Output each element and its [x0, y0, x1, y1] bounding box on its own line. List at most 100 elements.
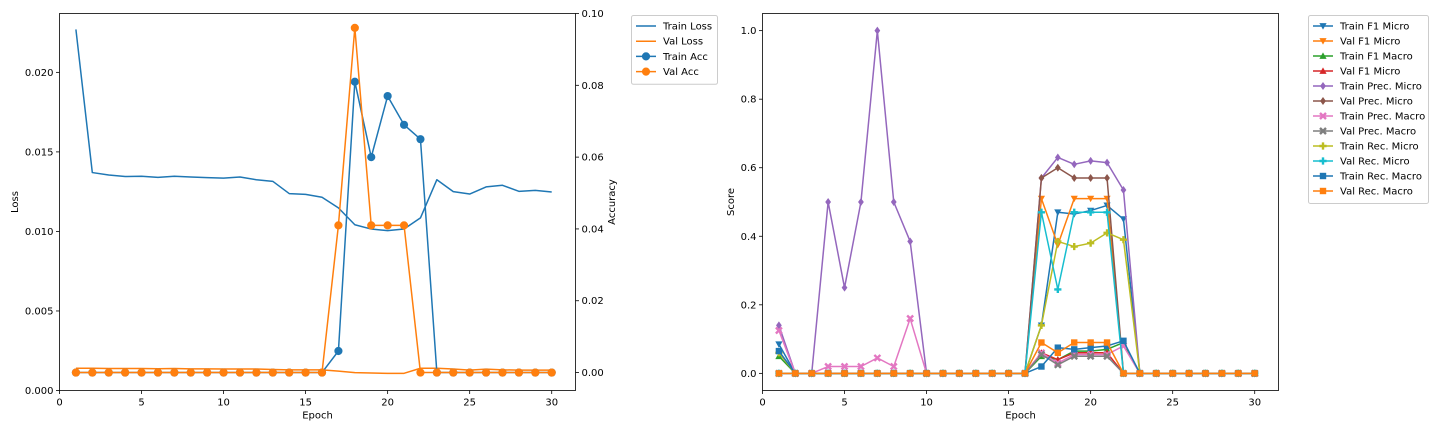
y2-tick-label: 0.04: [582, 224, 604, 235]
data-point: [1087, 344, 1094, 351]
data-point: [285, 368, 294, 377]
data-point: [268, 368, 277, 377]
data-point: [792, 370, 799, 377]
y2-axis-label: Accuracy: [607, 179, 618, 225]
data-point: [1054, 237, 1062, 246]
data-point: [153, 368, 163, 377]
data-point: [1218, 370, 1226, 377]
data-point: [874, 370, 881, 377]
series-line: [75, 29, 552, 232]
data-point: [858, 198, 864, 206]
data-point: [1037, 348, 1046, 357]
data-point: [1103, 352, 1111, 361]
legend-marker: [641, 52, 651, 61]
data-point: [1202, 370, 1209, 377]
legend-marker: [1319, 112, 1327, 120]
data-point: [923, 370, 930, 377]
data-point: [1037, 350, 1046, 359]
data-point: [1087, 174, 1094, 182]
data-point: [1086, 352, 1095, 361]
legend-label: Val Rec. Macro: [1340, 187, 1413, 198]
data-point: [1054, 163, 1061, 172]
data-point: [1104, 174, 1110, 182]
data-point: [1005, 370, 1012, 377]
data-point: [547, 368, 556, 377]
data-point: [432, 368, 441, 377]
data-point: [350, 77, 359, 86]
data-point: [1104, 158, 1110, 167]
legend-marker: [1319, 142, 1327, 150]
data-point: [1021, 370, 1029, 377]
y-tick-label: 0.020: [25, 68, 54, 79]
data-point: [334, 346, 343, 356]
data-point: [252, 368, 261, 377]
data-point: [465, 368, 474, 377]
data-point: [137, 368, 146, 377]
data-point: [890, 198, 897, 206]
right-chart-axes-frame: [762, 13, 1279, 391]
legend-label: Val Loss: [663, 37, 703, 48]
data-point: [1103, 342, 1111, 350]
legend-label: Train F1 Macro: [1339, 52, 1413, 63]
y-tick-label: 0.000: [25, 386, 54, 397]
data-point: [350, 23, 359, 32]
right-chart-x-tick-label: 0: [759, 398, 765, 409]
y2-tick-label: 0.06: [582, 153, 604, 164]
data-point: [186, 368, 195, 377]
data-point: [1053, 360, 1062, 369]
score-chart: 0 5 10 15 20 25 30 Epoch 0.0 0.2 0.4 0.6 0.8 1.0 Score…: [726, 13, 1429, 422]
legend-label: Val Prec. Micro: [1340, 97, 1413, 108]
left-chart-x-tick-label: 20: [381, 398, 394, 409]
data-point: [1153, 370, 1160, 377]
legend-marker: [1319, 38, 1327, 45]
legend-marker: [1319, 23, 1327, 30]
data-point: [1037, 208, 1046, 216]
left-chart-x-tick-label: 15: [299, 398, 312, 409]
y-tick-label: 0.6: [741, 163, 757, 174]
data-point: [857, 370, 865, 377]
data-point: [71, 368, 81, 377]
left-chart-x-tick-label: 10: [217, 398, 230, 409]
y-tick-label: 0.0: [741, 369, 757, 380]
data-point: [383, 91, 392, 101]
legend-label: Train Prec. Macro: [1339, 112, 1425, 123]
data-point: [907, 237, 914, 246]
data-point: [956, 370, 963, 377]
left-chart-x-tick-label: 25: [463, 398, 476, 409]
right-chart-x-tick-label: 30: [1248, 398, 1261, 409]
data-point: [1037, 321, 1046, 329]
left-chart-x-axis-label: Epoch: [302, 411, 333, 422]
right-chart-x-tick-label: 5: [841, 398, 847, 409]
y-axis-label: Score: [726, 188, 737, 216]
legend-box: [1308, 15, 1429, 204]
right-chart-x-tick-label: 15: [1002, 398, 1015, 409]
legend: Train F1 Micro Val F1 Micro Train F1 Macro…: [1308, 15, 1429, 204]
data-point: [399, 221, 409, 230]
data-point: [1087, 339, 1094, 346]
legend-label: Val Prec. Macro: [1340, 127, 1416, 138]
data-point: [531, 368, 540, 377]
data-point: [1119, 236, 1128, 244]
data-point: [841, 370, 848, 377]
data-point: [775, 341, 783, 348]
data-point: [1071, 346, 1078, 353]
data-point: [301, 368, 310, 377]
data-point: [1120, 186, 1127, 194]
data-point: [1071, 174, 1078, 182]
data-point: [1071, 160, 1078, 169]
data-point: [906, 314, 915, 323]
legend-label: Val F1 Micro: [1340, 67, 1400, 78]
data-point: [1169, 370, 1176, 377]
right-chart-x-tick-label: 20: [1084, 398, 1097, 409]
data-point: [906, 370, 914, 377]
data-point: [367, 221, 376, 230]
data-point: [416, 368, 425, 377]
data-point: [1087, 239, 1095, 247]
data-point: [1103, 208, 1111, 216]
data-point: [88, 368, 97, 377]
legend-marker: [1320, 97, 1326, 105]
data-point: [449, 368, 458, 377]
legend-label: Train Prec. Micro: [1339, 82, 1422, 93]
left-chart-axes-frame: [59, 13, 576, 391]
